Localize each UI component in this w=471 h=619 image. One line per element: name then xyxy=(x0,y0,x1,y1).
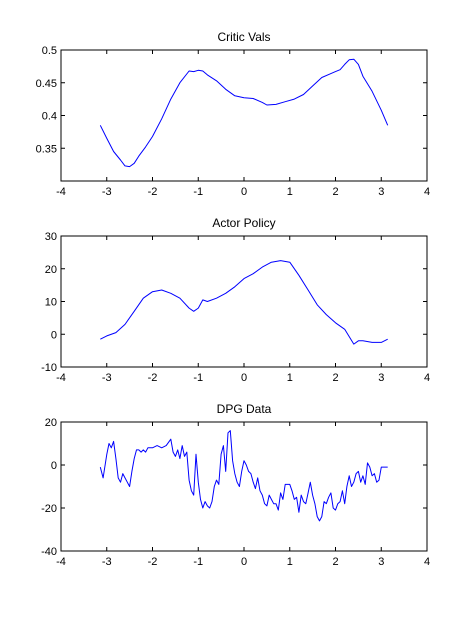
x-tick-label: -3 xyxy=(102,556,112,568)
x-tick-label: -4 xyxy=(56,186,66,198)
x-tick-label: -1 xyxy=(193,556,203,568)
x-tick-label: 4 xyxy=(424,186,430,198)
x-tick-label: 1 xyxy=(287,372,293,384)
chart-title: Critic Vals xyxy=(217,30,270,44)
series-line-1 xyxy=(99,430,388,522)
y-tick-label: 0 xyxy=(51,460,57,472)
x-tick-label: 2 xyxy=(332,556,338,568)
chart-title: Actor Policy xyxy=(212,216,275,230)
y-tick-label: 20 xyxy=(45,264,57,276)
x-tick-label: 3 xyxy=(378,372,384,384)
x-tick-label: -3 xyxy=(102,186,112,198)
x-tick-label: -4 xyxy=(56,372,66,384)
x-tick-label: 1 xyxy=(287,556,293,568)
x-tick-label: 0 xyxy=(241,186,247,198)
x-tick-label: -2 xyxy=(148,186,158,198)
y-tick-label: 30 xyxy=(45,231,57,243)
y-tick-label: -20 xyxy=(41,503,57,515)
y-tick-label: 0.35 xyxy=(36,143,57,155)
x-tick-label: -2 xyxy=(148,556,158,568)
y-tick-label: 20 xyxy=(45,417,57,429)
series-line-1 xyxy=(99,58,389,168)
x-tick-label: -4 xyxy=(56,556,66,568)
y-tick-label: 0.4 xyxy=(42,111,57,123)
x-tick-label: 0 xyxy=(241,556,247,568)
y-tick-label: 0.45 xyxy=(36,78,57,90)
x-tick-label: -3 xyxy=(102,372,112,384)
x-tick-label: -1 xyxy=(193,372,203,384)
axes-box xyxy=(60,49,428,182)
x-tick-label: 2 xyxy=(332,186,338,198)
y-tick-label: 0.5 xyxy=(42,45,57,57)
y-tick-label: 0 xyxy=(51,329,57,341)
axes-box xyxy=(60,235,428,368)
y-tick-label: 10 xyxy=(45,297,57,309)
x-tick-label: 2 xyxy=(332,372,338,384)
chart-title: DPG Data xyxy=(217,402,272,416)
x-tick-label: -2 xyxy=(148,372,158,384)
x-tick-label: 1 xyxy=(287,186,293,198)
x-tick-label: 0 xyxy=(241,372,247,384)
x-tick-label: -1 xyxy=(193,186,203,198)
x-tick-label: 3 xyxy=(378,186,384,198)
x-tick-label: 3 xyxy=(378,556,384,568)
axes-box xyxy=(60,421,428,552)
panel-1: Critic Vals -4 -3 -2 -1 0 1 2 3 4 0.35 0.4 0.45 0.5 xyxy=(36,30,430,198)
x-tick-label: 4 xyxy=(424,556,430,568)
panel-3: DPG Data -4 -3 -2 -1 0 1 2 3 4 -40 -20 0 20 xyxy=(41,402,430,568)
x-tick-label: 4 xyxy=(424,372,430,384)
y-tick-label: -40 xyxy=(41,546,57,558)
y-tick-label: -10 xyxy=(41,362,57,374)
series-line-1 xyxy=(100,260,388,345)
